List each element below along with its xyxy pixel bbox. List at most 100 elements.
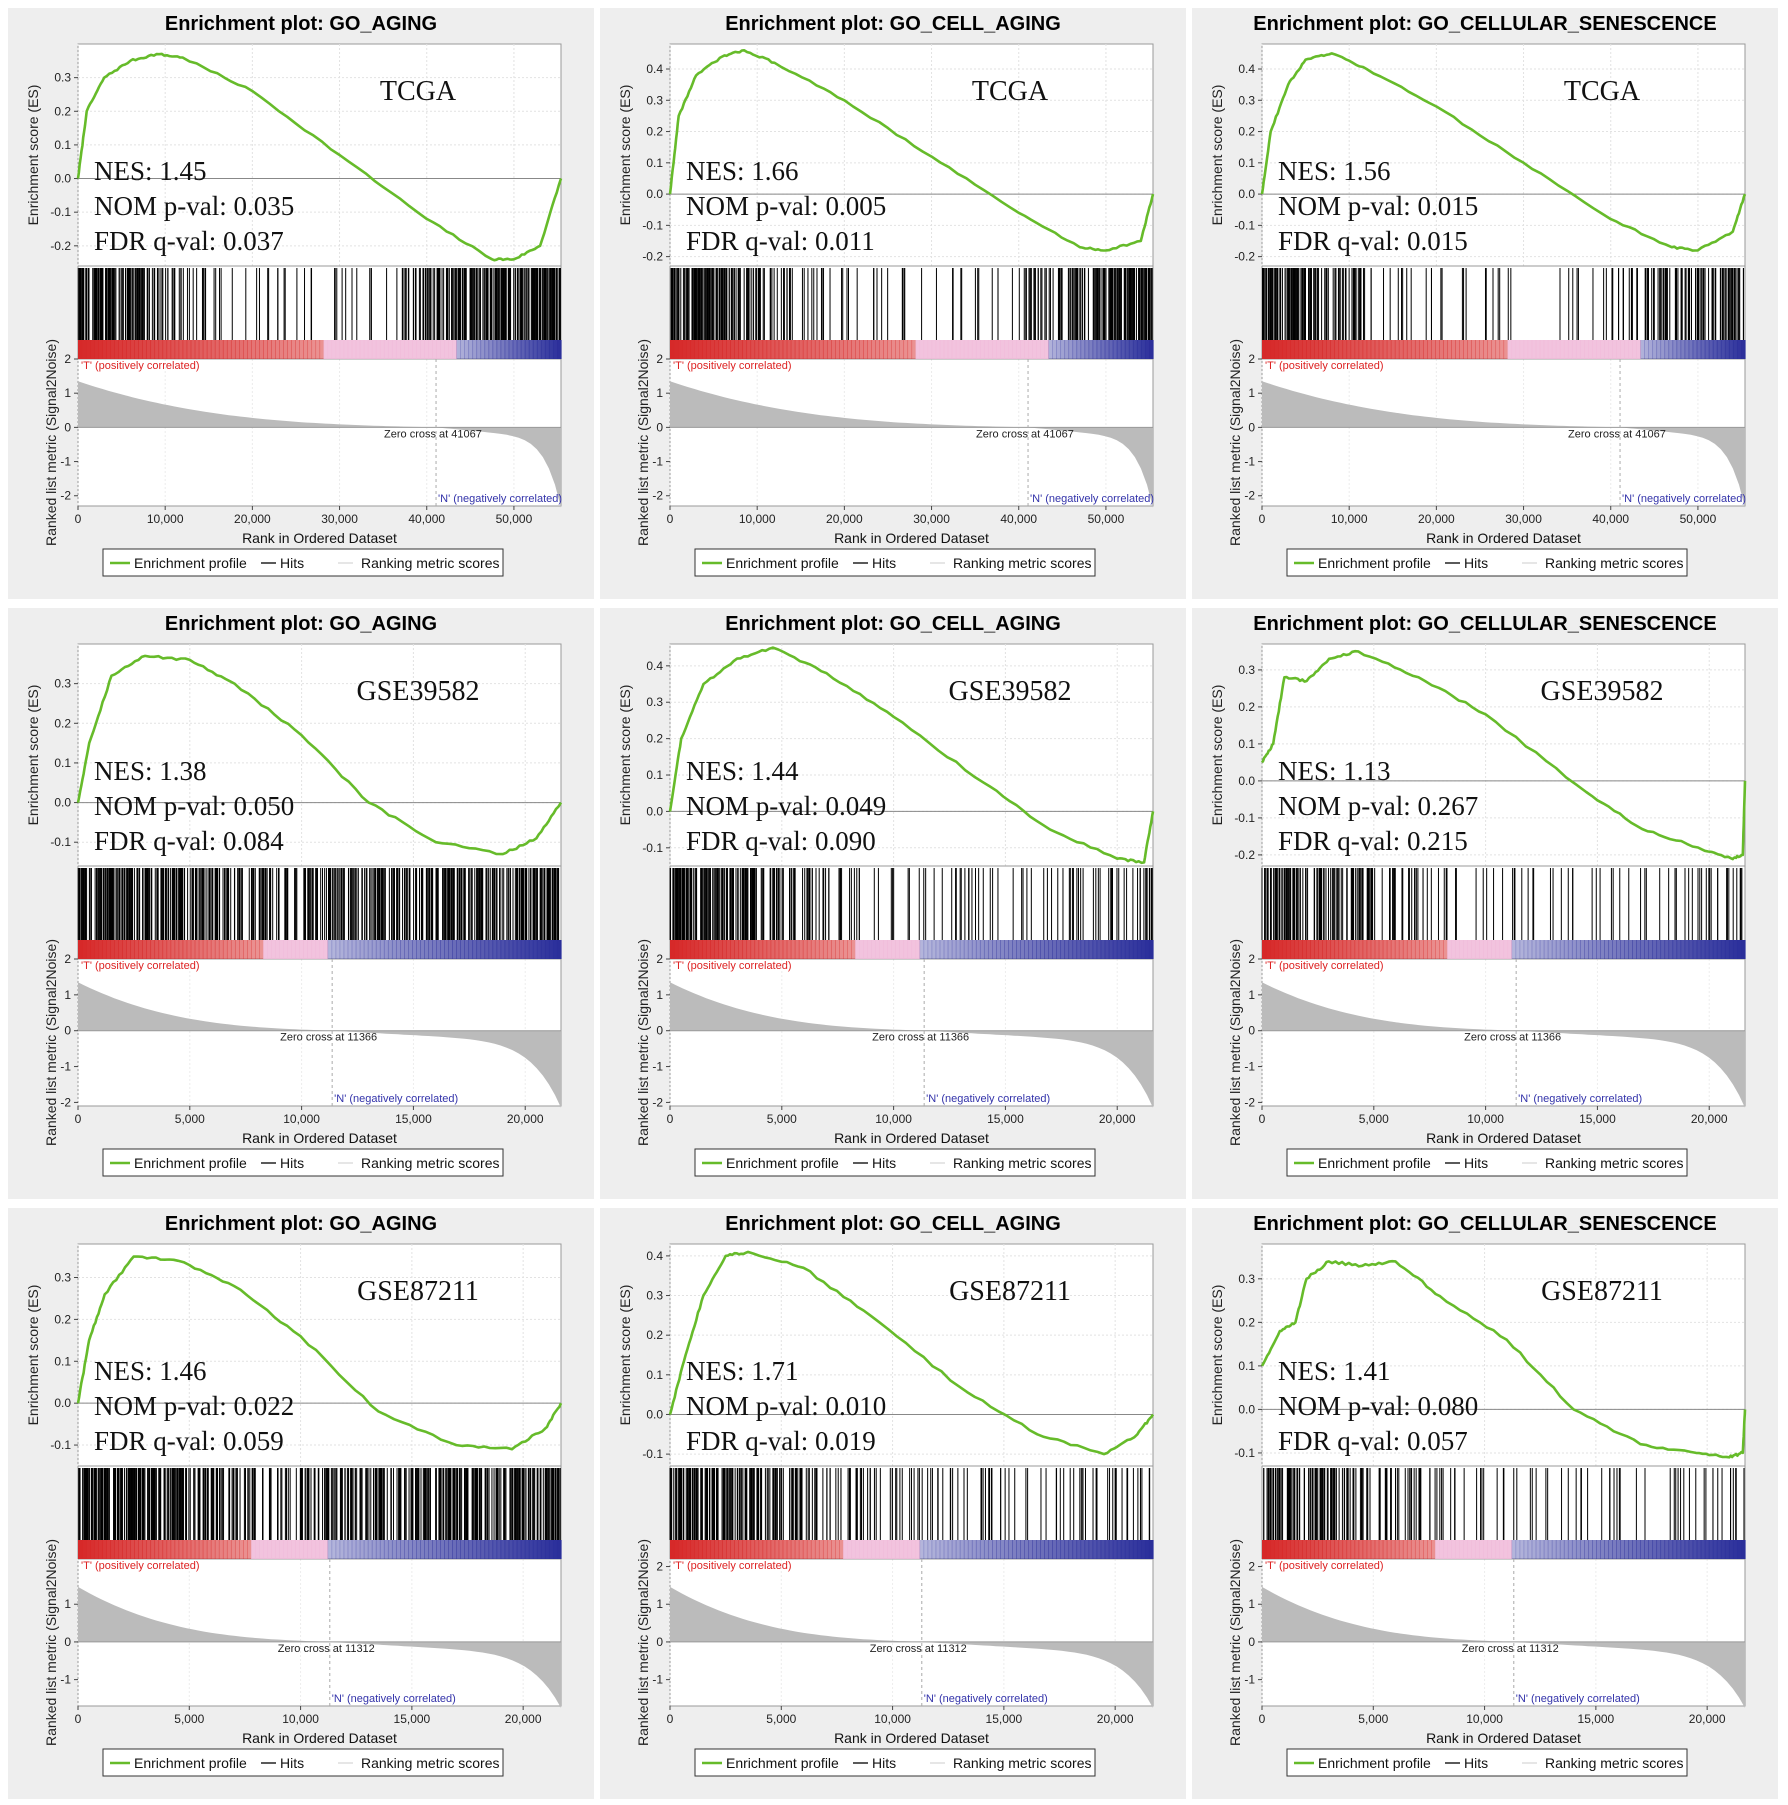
rank-color-cell: [1697, 940, 1702, 959]
rank-color-cell: [1077, 1540, 1082, 1559]
rank-color-cell: [1036, 340, 1041, 359]
rank-color-cell: [448, 940, 453, 959]
rank-color-cell: [1685, 1540, 1690, 1559]
rank-color-cell: [1077, 340, 1082, 359]
rank-color-cell: [1351, 1540, 1356, 1559]
legend-hits-label: Hits: [1464, 1155, 1488, 1171]
rank-color-cell: [472, 340, 477, 359]
rank-color-cell: [1693, 340, 1698, 359]
rank-color-cell: [1290, 1540, 1295, 1559]
rank-color-cell: [219, 940, 224, 959]
rank-color-cell: [102, 940, 107, 959]
rank-color-cell: [1459, 340, 1464, 359]
rank-color-cell: [1499, 340, 1504, 359]
rank-color-cell: [992, 340, 997, 359]
rank-color-cell: [682, 340, 687, 359]
rank-color-cell: [1608, 340, 1613, 359]
rank-color-cell: [364, 940, 369, 959]
enrichment-plot-panel: Enrichment plot: GO_CELLULAR_SENESCENCE 0…: [1192, 8, 1778, 599]
rank-color-cell: [1548, 1540, 1553, 1559]
rank-color-cell: [1407, 1540, 1412, 1559]
rank-color-cell: [670, 340, 675, 359]
x-tick-label: 15,000: [394, 1712, 431, 1726]
rank-color-cell: [529, 1540, 534, 1559]
rank-color-cell: [1355, 340, 1360, 359]
rank-color-cell: [360, 940, 365, 959]
x-tick-label: 10,000: [1467, 1112, 1504, 1126]
rank-color-cell: [384, 1540, 389, 1559]
rank-color-cell: [1681, 940, 1686, 959]
rank-color-cell: [243, 940, 248, 959]
legend: Enrichment profile Hits Ranking metric sco…: [695, 549, 1095, 576]
rank-color-cell: [191, 340, 196, 359]
rank-color-cell: [1375, 1540, 1380, 1559]
enrichment-plot-svg: Enrichment plot: GO_CELL_AGING0.40.30.20…: [600, 1208, 1186, 1799]
positively-correlated-label: 'T' (positively correlated): [1265, 960, 1384, 972]
rank-color-cell: [545, 1540, 550, 1559]
rank-color-cell: [1451, 1540, 1456, 1559]
rank-color-cell: [1064, 1540, 1069, 1559]
rank-color-cell: [932, 940, 937, 959]
rank-color-cell: [1314, 340, 1319, 359]
rank-color-cell: [444, 1540, 449, 1559]
rank-color-cell: [263, 1540, 268, 1559]
rank-color-cell: [670, 1540, 675, 1559]
es-tick-label: -0.1: [1234, 1446, 1255, 1460]
rank-color-cell: [525, 340, 530, 359]
es-tick-label: 0.4: [646, 1249, 663, 1263]
rank-color-cell: [960, 340, 965, 359]
rank-color-cell: [992, 1540, 997, 1559]
legend-ranking-label: Ranking metric scores: [953, 555, 1092, 571]
rank-color-cell: [1399, 940, 1404, 959]
es-tick-label: 0.0: [54, 172, 71, 186]
rank-color-cell: [1322, 940, 1327, 959]
rank-color-cell: [1000, 940, 1005, 959]
rank-color-cell: [803, 1540, 808, 1559]
rank-color-cell: [283, 940, 288, 959]
rank-color-cell: [1310, 340, 1315, 359]
rank-color-cell: [412, 1540, 417, 1559]
rank-color-cell: [1351, 340, 1356, 359]
rank-color-cell: [1532, 1540, 1537, 1559]
rank-color-cell: [1081, 340, 1086, 359]
positively-correlated-label: 'T' (positively correlated): [81, 1560, 200, 1572]
rank-color-cell: [718, 340, 723, 359]
metric-tick-label: -1: [652, 1673, 663, 1687]
plot-title: Enrichment plot: GO_CELL_AGING: [725, 1213, 1061, 1235]
rank-color-band: [78, 940, 562, 959]
rank-color-cell: [179, 940, 184, 959]
x-tick-label: 20,000: [505, 1712, 542, 1726]
es-tick-label: 0.0: [646, 187, 663, 201]
rank-color-band: [1262, 340, 1746, 359]
rank-color-cell: [1355, 1540, 1360, 1559]
rank-color-cell: [1044, 1540, 1049, 1559]
rank-color-cell: [1387, 1540, 1392, 1559]
dataset-label: GSE39582: [1541, 676, 1664, 707]
rank-color-cell: [1371, 1540, 1376, 1559]
rank-color-cell: [211, 940, 216, 959]
rank-color-cell: [207, 1540, 212, 1559]
rank-color-cell: [163, 340, 168, 359]
rank-color-cell: [746, 1540, 751, 1559]
rank-color-cell: [1262, 940, 1267, 959]
rank-color-cell: [1620, 340, 1625, 359]
rank-color-cell: [1359, 340, 1364, 359]
rank-color-cell: [485, 340, 490, 359]
rank-color-cell: [1467, 940, 1472, 959]
metric-tick-label: -1: [60, 1060, 71, 1074]
rank-color-cell: [1491, 1540, 1496, 1559]
rank-color-cell: [1665, 340, 1670, 359]
rank-color-cell: [1495, 1540, 1500, 1559]
rank-color-cell: [1073, 1540, 1078, 1559]
legend-ranking-label: Ranking metric scores: [1545, 1755, 1684, 1771]
es-tick-label: -0.1: [50, 835, 71, 849]
legend: Enrichment profile Hits Ranking metric sco…: [695, 1749, 1095, 1776]
metric-tick-label: 2: [1248, 952, 1255, 966]
rank-color-cell: [1326, 940, 1331, 959]
es-tick-label: 0.1: [1238, 1359, 1255, 1373]
legend-hits-label: Hits: [280, 1755, 304, 1771]
rank-color-cell: [1000, 1540, 1005, 1559]
rank-color-cell: [1306, 1540, 1311, 1559]
rank-color-cell: [110, 940, 115, 959]
rank-color-cell: [340, 340, 345, 359]
